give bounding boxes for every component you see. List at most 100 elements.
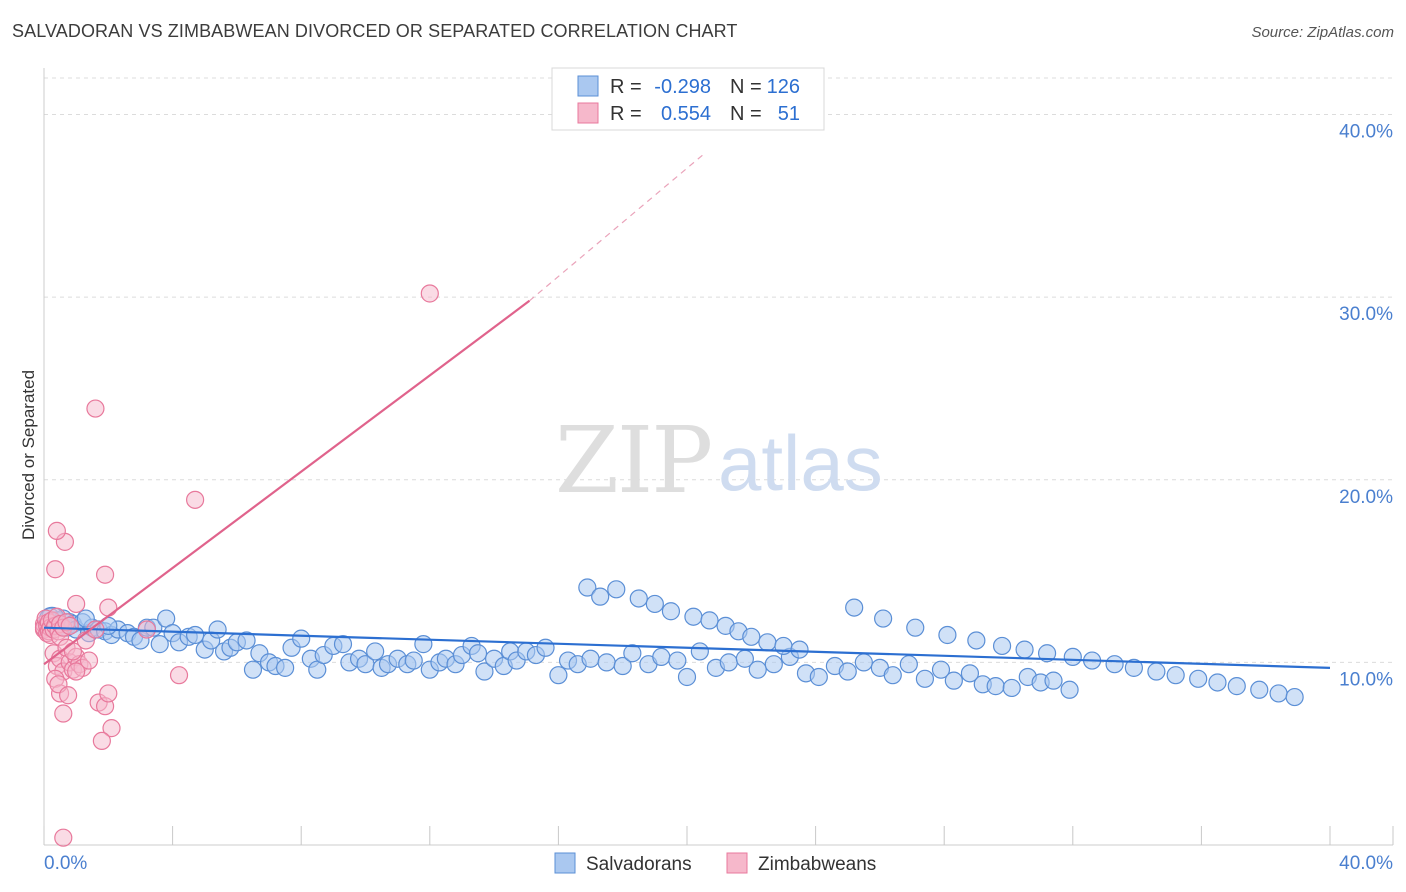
salvadorans-point-98 — [899, 655, 918, 674]
series-legend-label-salvadorans: Salvadorans — [586, 854, 692, 875]
salvadorans-point-104 — [986, 677, 1005, 696]
salvadorans-point-121 — [758, 633, 777, 652]
salvadorans-point-108 — [1044, 671, 1063, 690]
salvadorans-point-79 — [623, 644, 642, 663]
zimbabweans-point-37 — [67, 662, 86, 681]
salvadorans-point-139 — [1208, 673, 1227, 692]
watermark-atlas: atlas — [718, 419, 883, 507]
salvadorans-point-78 — [613, 656, 632, 676]
salvadorans-point-112 — [607, 580, 626, 599]
salvadorans-point-76 — [581, 649, 600, 668]
salvadorans-point-35 — [237, 631, 256, 650]
legend-n-label-blue: N = — [730, 76, 762, 98]
zimbabweans-point-38 — [79, 651, 99, 670]
salvadorans-point-127 — [938, 625, 957, 645]
salvadorans-point-123 — [790, 640, 809, 659]
salvadorans-point-141 — [1250, 680, 1269, 699]
zimbabweans-point-47 — [46, 560, 65, 579]
salvadorans-point-135 — [1124, 658, 1143, 677]
salvadorans-point-101 — [944, 671, 963, 690]
salvadorans-point-128 — [967, 631, 986, 650]
zimbabweans-point-42 — [102, 719, 121, 738]
salvadorans-point-132 — [1063, 647, 1082, 667]
watermark: ZIP atlas — [555, 407, 883, 514]
salvadorans-point-126 — [906, 618, 925, 637]
legend-swatch-pink — [577, 102, 599, 124]
salvadorans-point-94 — [838, 662, 857, 681]
y-axis-title: Divorced or Separated — [19, 370, 38, 540]
salvadorans-point-36 — [243, 660, 263, 679]
salvadorans-point-40 — [276, 658, 295, 677]
salvadorans-point-89 — [764, 655, 783, 674]
salvadorans-point-124 — [845, 598, 864, 617]
zimbabweans-point-54 — [137, 620, 156, 639]
salvadorans-point-130 — [1015, 640, 1034, 659]
salvadorans-point-99 — [915, 669, 935, 688]
salvadorans-point-23 — [150, 635, 169, 654]
salvadorans-point-109 — [1060, 680, 1079, 699]
salvadorans-point-111 — [591, 587, 610, 606]
chart-source: Source: ZipAtlas.com — [1251, 24, 1394, 41]
salvadorans-point-64 — [468, 644, 488, 663]
series-legend: Salvadorans Zimbabweans — [554, 852, 876, 875]
zimbabweans-point-46 — [95, 565, 115, 584]
salvadorans-point-92 — [809, 667, 828, 687]
legend-r-value-pink: 0.554 — [661, 103, 711, 125]
legend-r-label-pink: R = — [610, 103, 642, 125]
salvadorans-point-114 — [645, 594, 664, 614]
salvadorans-point-115 — [661, 602, 681, 621]
series-legend-swatch-zimbabweans — [726, 852, 748, 874]
salvadorans-point-28 — [186, 625, 205, 645]
salvadorans-point-131 — [1037, 644, 1057, 663]
zimbabweans-point-50 — [86, 399, 105, 418]
salvadorans-point-137 — [1166, 666, 1185, 685]
zimbabweans-point-49 — [47, 521, 66, 540]
zimbabweans-point-56 — [67, 594, 86, 614]
salvadorans-point-72 — [536, 638, 555, 657]
axes — [43, 68, 1394, 846]
salvadorans-point-100 — [931, 660, 951, 679]
trend-lines — [43, 154, 1331, 669]
legend-n-value-pink: 51 — [778, 103, 800, 125]
legend-swatch-blue — [577, 75, 599, 97]
salvadorans-point-42 — [292, 629, 311, 648]
salvadorans-point-125 — [874, 609, 893, 628]
salvadorans-trend-line — [43, 626, 1331, 669]
x-tick-label-start: 0.0% — [44, 853, 87, 874]
series-legend-label-zimbabweans: Zimbabweans — [758, 854, 876, 875]
y-tick-label-0: 10.0% — [1339, 669, 1393, 690]
salvadorans-point-57 — [414, 635, 433, 654]
zimbabweans-point-36 — [63, 642, 83, 661]
y-tick-label-1: 20.0% — [1339, 487, 1393, 508]
zimbabweans-point-55 — [54, 828, 73, 847]
salvadorans-point-81 — [652, 647, 671, 667]
legend-n-value-blue: 126 — [767, 76, 800, 98]
salvadorans-point-82 — [668, 651, 687, 670]
zimbabweans-trend-line — [43, 299, 531, 666]
salvadorans-point-143 — [1285, 687, 1304, 707]
salvadorans-point-95 — [854, 653, 873, 672]
zimbabweans-point-51 — [186, 490, 205, 509]
watermark-zip: ZIP — [555, 407, 711, 514]
salvadorans-point-120 — [742, 627, 761, 646]
zimbabweans-point-41 — [99, 684, 118, 703]
salvadorans-point-134 — [1105, 655, 1124, 674]
x-tick-label-end: 40.0% — [1339, 853, 1393, 874]
chart-title: SALVADORAN VS ZIMBABWEAN DIVORCED OR SEP… — [12, 21, 738, 41]
salvadorans-point-136 — [1147, 662, 1166, 681]
zimbabweans-point-35 — [59, 686, 78, 705]
stats-legend: R = -0.298 N = 126 R = 0.554 N = 51 — [551, 67, 825, 131]
salvadorans-point-86 — [719, 653, 738, 672]
x-tick-labels: 0.0% 40.0% — [44, 853, 1393, 874]
salvadorans-point-47 — [333, 635, 353, 654]
salvadorans-point-56 — [404, 651, 423, 670]
salvadorans-point-113 — [629, 589, 648, 608]
salvadorans-point-117 — [700, 611, 719, 630]
legend-r-value-blue: -0.298 — [654, 76, 711, 98]
y-tick-label-2: 30.0% — [1339, 304, 1393, 325]
y-tick-labels: 10.0% 20.0% 30.0% 40.0% — [1339, 122, 1393, 691]
salvadorans-point-31 — [208, 620, 227, 639]
salvadorans-point-73 — [549, 666, 568, 685]
zimbabweans-point-44 — [99, 598, 118, 617]
zimbabweans-trend-extension — [529, 154, 704, 302]
